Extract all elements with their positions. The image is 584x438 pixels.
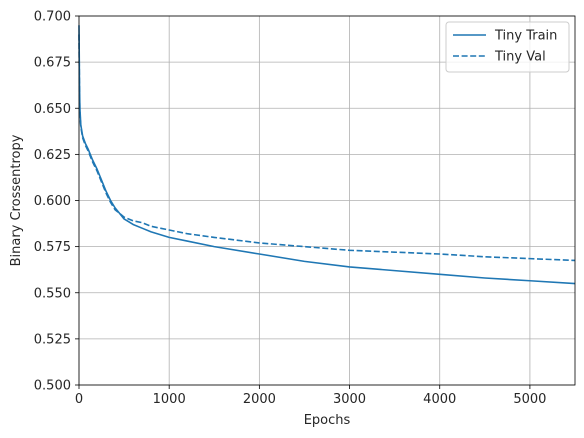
y-axis-ticks: 0.500 0.525 0.550 0.575 0.600 0.625 0.650 0.675… — [34, 10, 79, 394]
series-lines — [78, 25, 576, 285]
y-tick-label: 0.550 — [34, 286, 71, 301]
legend: Tiny Train Tiny Val — [445, 21, 570, 73]
y-tick-label: 0.575 — [34, 240, 71, 255]
y-tick-label: 0.650 — [34, 102, 71, 117]
x-tick-label: 1000 — [153, 392, 186, 407]
legend-label-tiny-train: Tiny Train — [494, 29, 557, 44]
y-tick-label: 0.600 — [34, 194, 71, 209]
y-tick-label: 0.700 — [34, 10, 71, 25]
y-tick-label: 0.525 — [34, 332, 71, 347]
x-axis-ticks: 0 1000 2000 3000 4000 5000 — [75, 385, 546, 407]
x-tick-label: 4000 — [423, 392, 456, 407]
x-tick-label: 5000 — [513, 392, 546, 407]
y-axis-label: Binary Crossentropy — [9, 134, 24, 266]
series-line-tiny-val — [78, 34, 576, 262]
y-tick-label: 0.675 — [34, 56, 71, 71]
y-tick-label: 0.625 — [34, 148, 71, 163]
legend-label-tiny-val: Tiny Val — [494, 50, 546, 65]
x-tick-label: 2000 — [243, 392, 276, 407]
x-tick-label: 3000 — [333, 392, 366, 407]
y-tick-label: 0.500 — [34, 379, 71, 394]
x-tick-label: 0 — [75, 392, 83, 407]
x-axis-label: Epochs — [304, 413, 351, 428]
